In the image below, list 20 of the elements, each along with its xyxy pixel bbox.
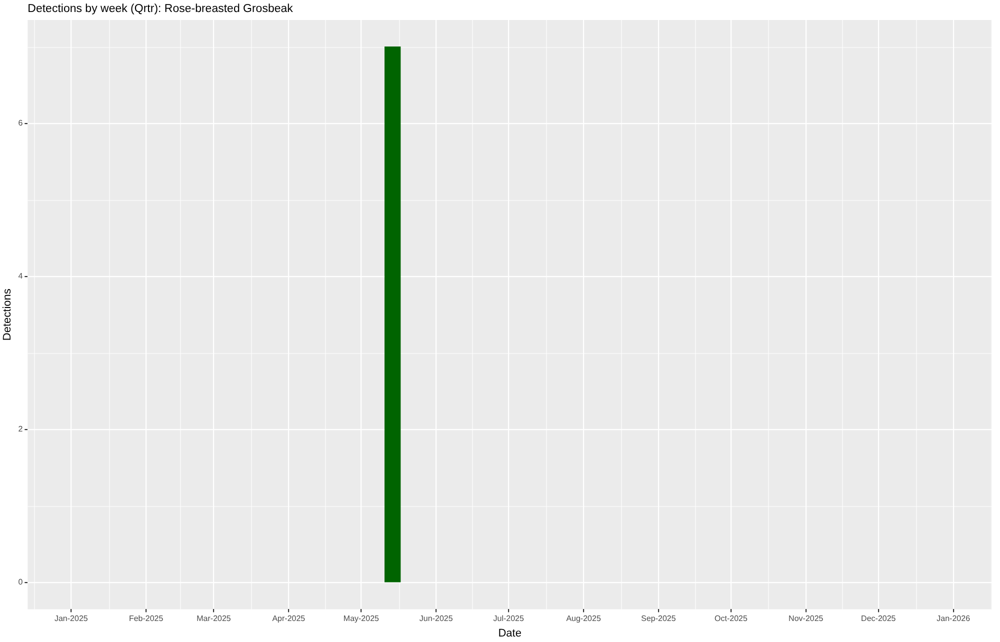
y-tick-label: 2 bbox=[18, 424, 24, 434]
x-tick-label: Apr-2025 bbox=[272, 614, 306, 624]
x-tick-label: Jan-2026 bbox=[936, 614, 971, 624]
x-tick-label: Dec-2025 bbox=[861, 614, 896, 624]
y-tick-label: 0 bbox=[18, 578, 24, 587]
x-tick-label: Oct-2025 bbox=[714, 614, 748, 624]
x-tick-label: Nov-2025 bbox=[788, 614, 824, 624]
x-tick-label: Mar-2025 bbox=[196, 614, 232, 624]
y-tick-label: 6 bbox=[18, 118, 24, 128]
x-tick-label: Jan-2025 bbox=[54, 614, 88, 624]
x-tick-label: Aug-2025 bbox=[566, 614, 602, 624]
chart-title: Detections by week (Qrtr): Rose-breasted Grosbeak bbox=[28, 3, 294, 16]
x-tick-label: May-2025 bbox=[343, 614, 380, 624]
x-tick-label: Feb-2025 bbox=[128, 614, 164, 624]
x-axis-title: Date bbox=[498, 627, 522, 640]
y-tick-label: 4 bbox=[18, 272, 24, 281]
x-tick-label: Jul-2025 bbox=[493, 614, 525, 624]
x-tick-label: Sep-2025 bbox=[641, 614, 676, 624]
y-axis-title: Detections bbox=[2, 288, 14, 341]
x-tick-label: Jun-2025 bbox=[419, 614, 454, 624]
